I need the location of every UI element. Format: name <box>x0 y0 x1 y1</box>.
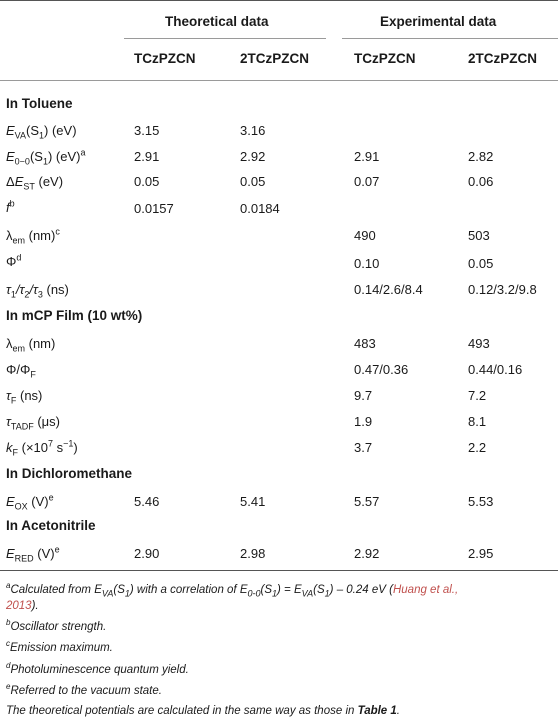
footnote-final: The theoretical potentials are calculate… <box>6 705 400 717</box>
cell-eva-2: 3.16 <box>240 123 266 138</box>
footnote-d: dPhotoluminescence quantum yield. <box>6 661 189 676</box>
reference-link-huang[interactable]: Huang et al., <box>392 584 459 596</box>
cell-dest-3: 0.07 <box>354 174 380 189</box>
section-acn: In Acetonitrile <box>6 518 96 533</box>
reference-link-huang-year[interactable]: 2013 <box>6 600 32 612</box>
cell-dest-1: 0.05 <box>134 174 160 189</box>
footnote-a-line2: 2013). <box>6 600 39 612</box>
header-theoretical: Theoretical data <box>165 14 269 29</box>
cell-f-2: 0.0184 <box>240 201 280 216</box>
section-dcm: In Dichloromethane <box>6 466 133 481</box>
row-label-kf: kF (×107 s−1) <box>6 438 78 458</box>
cell-taut-3: 1.9 <box>354 414 373 429</box>
row-label-phi: Φd <box>6 252 22 269</box>
col-header-1: TCzPZCN <box>134 51 196 66</box>
cell-eox-3: 5.57 <box>354 494 380 509</box>
col-header-4: 2TCzPZCN <box>468 51 538 66</box>
cell-e00-4: 2.82 <box>468 149 494 164</box>
cell-e00-1: 2.91 <box>134 149 160 164</box>
cell-eox-4: 5.53 <box>468 494 494 509</box>
row-label-phiphf: Φ/ΦF <box>6 362 36 380</box>
cell-lem-4: 503 <box>468 228 490 243</box>
cell-tau-4: 0.12/3.2/9.8 <box>468 282 537 297</box>
cell-tau-3: 0.14/2.6/8.4 <box>354 282 423 297</box>
row-label-ered: ERED (V)e <box>6 544 60 564</box>
row-label-eox: EOX (V)e <box>6 492 54 512</box>
cell-lem-3: 490 <box>354 228 376 243</box>
header-bottom-rule <box>0 80 558 81</box>
cell-eox-2: 5.41 <box>240 494 266 509</box>
cell-lem2-3: 483 <box>354 336 376 351</box>
col-header-2: 2TCzPZCN <box>240 51 310 66</box>
cell-phi-4: 0.05 <box>468 256 494 271</box>
header-experimental-underline <box>342 38 558 39</box>
cell-phiphf-3: 0.47/0.36 <box>354 362 409 377</box>
row-label-e00: E0−0(S1) (eV)a <box>6 147 86 167</box>
cell-kf-4: 2.2 <box>468 440 487 455</box>
cell-e00-2: 2.92 <box>240 149 266 164</box>
cell-eox-1: 5.46 <box>134 494 160 509</box>
col-header-3: TCzPZCN <box>354 51 416 66</box>
cell-ered-3: 2.92 <box>354 546 380 561</box>
row-label-dest: ΔEST (eV) <box>6 174 64 192</box>
cell-phi-3: 0.10 <box>354 256 380 271</box>
cell-lem2-4: 493 <box>468 336 490 351</box>
footnote-e: eReferred to the vacuum state. <box>6 682 162 697</box>
cell-tauf-4: 7.2 <box>468 388 487 403</box>
footnote-c: cEmission maximum. <box>6 639 113 654</box>
table-top-rule <box>0 0 558 1</box>
table-bottom-rule <box>0 570 558 571</box>
section-toluene: In Toluene <box>6 96 73 111</box>
row-label-tauf: τF (ns) <box>6 388 43 406</box>
cell-phiphf-4: 0.44/0.16 <box>468 362 523 377</box>
cell-ered-1: 2.90 <box>134 546 160 561</box>
row-label-taut: τTADF (μs) <box>6 414 60 432</box>
row-label-f: fb <box>6 198 15 215</box>
cell-dest-2: 0.05 <box>240 174 266 189</box>
cell-ered-2: 2.98 <box>240 546 266 561</box>
footnote-a-line1: aCalculated from EVA(S1) with a correlat… <box>6 581 459 599</box>
cell-dest-4: 0.06 <box>468 174 494 189</box>
header-experimental: Experimental data <box>380 14 497 29</box>
header-theoretical-underline <box>124 38 326 39</box>
cell-kf-3: 3.7 <box>354 440 373 455</box>
cell-ered-4: 2.95 <box>468 546 494 561</box>
row-label-tau: τ1/τ2/τ3 (ns) <box>6 282 69 300</box>
row-label-eva: EVA(S1) (eV) <box>6 123 77 141</box>
cell-taut-4: 8.1 <box>468 414 487 429</box>
cell-f-1: 0.0157 <box>134 201 174 216</box>
footnote-b: bOscillator strength. <box>6 618 107 633</box>
table-1-reference[interactable]: Table 1 <box>357 705 397 717</box>
section-mcp-film: In mCP Film (10 wt%) <box>6 308 143 323</box>
row-label-lem: λem (nm)c <box>6 226 60 246</box>
cell-tauf-3: 9.7 <box>354 388 373 403</box>
cell-eva-1: 3.15 <box>134 123 160 138</box>
row-label-lem2: λem (nm) <box>6 336 56 354</box>
cell-e00-3: 2.91 <box>354 149 380 164</box>
